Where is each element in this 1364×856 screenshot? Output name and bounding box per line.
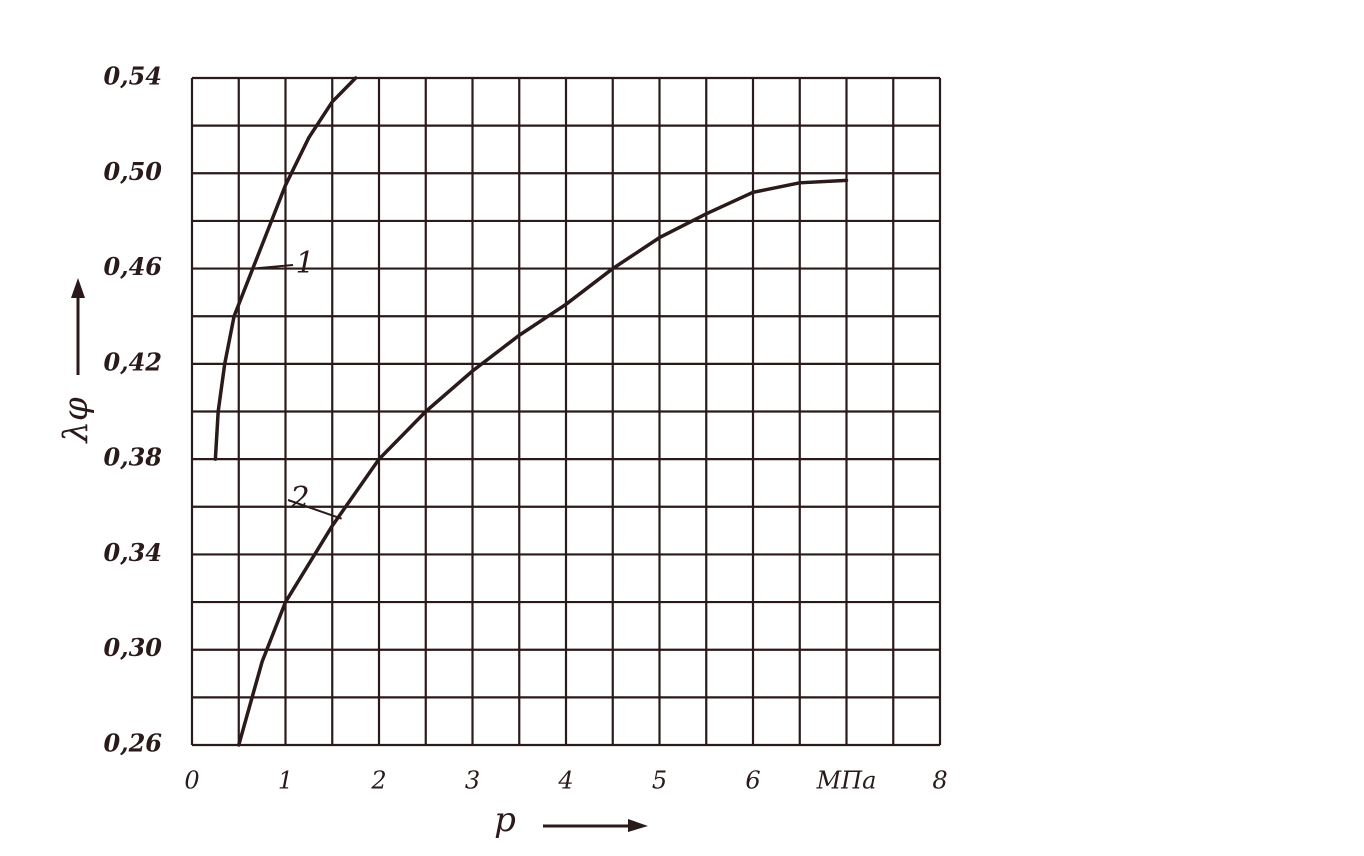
leader-line [287, 499, 342, 520]
y-tick-label: 0,30 [104, 633, 163, 662]
x-tick-label: 3 [465, 767, 480, 795]
y-tick-label: 0,34 [104, 538, 162, 567]
y-tick-label: 0,38 [104, 443, 163, 472]
y-arrow-head [71, 278, 85, 298]
x-tick-label: 8 [932, 767, 947, 795]
y-tick-label: 0,54 [104, 62, 162, 91]
y-tick-label: 0,26 [104, 729, 163, 758]
x-tick-label: 5 [652, 767, 667, 795]
x-tick-label: 4 [557, 767, 573, 795]
leader-line [252, 264, 294, 270]
x-tick-label: МПа [816, 767, 877, 795]
series-label: 1 [295, 246, 314, 281]
x-tick-label: 2 [370, 767, 386, 795]
y-tick-label: 0,50 [104, 157, 163, 186]
series-label: 2 [289, 481, 309, 516]
y-tick-label: 0,42 [104, 347, 162, 376]
x-axis-label: p [494, 800, 516, 840]
curve [237, 178, 849, 747]
curve [213, 76, 358, 461]
x-tick-label: 0 [184, 767, 199, 795]
y-axis-label: λφ [56, 397, 96, 445]
y-tick-label: 0,46 [104, 252, 163, 281]
x-arrow-head [628, 819, 648, 832]
x-tick-label: 1 [278, 767, 293, 795]
x-tick-label: 6 [745, 767, 760, 795]
